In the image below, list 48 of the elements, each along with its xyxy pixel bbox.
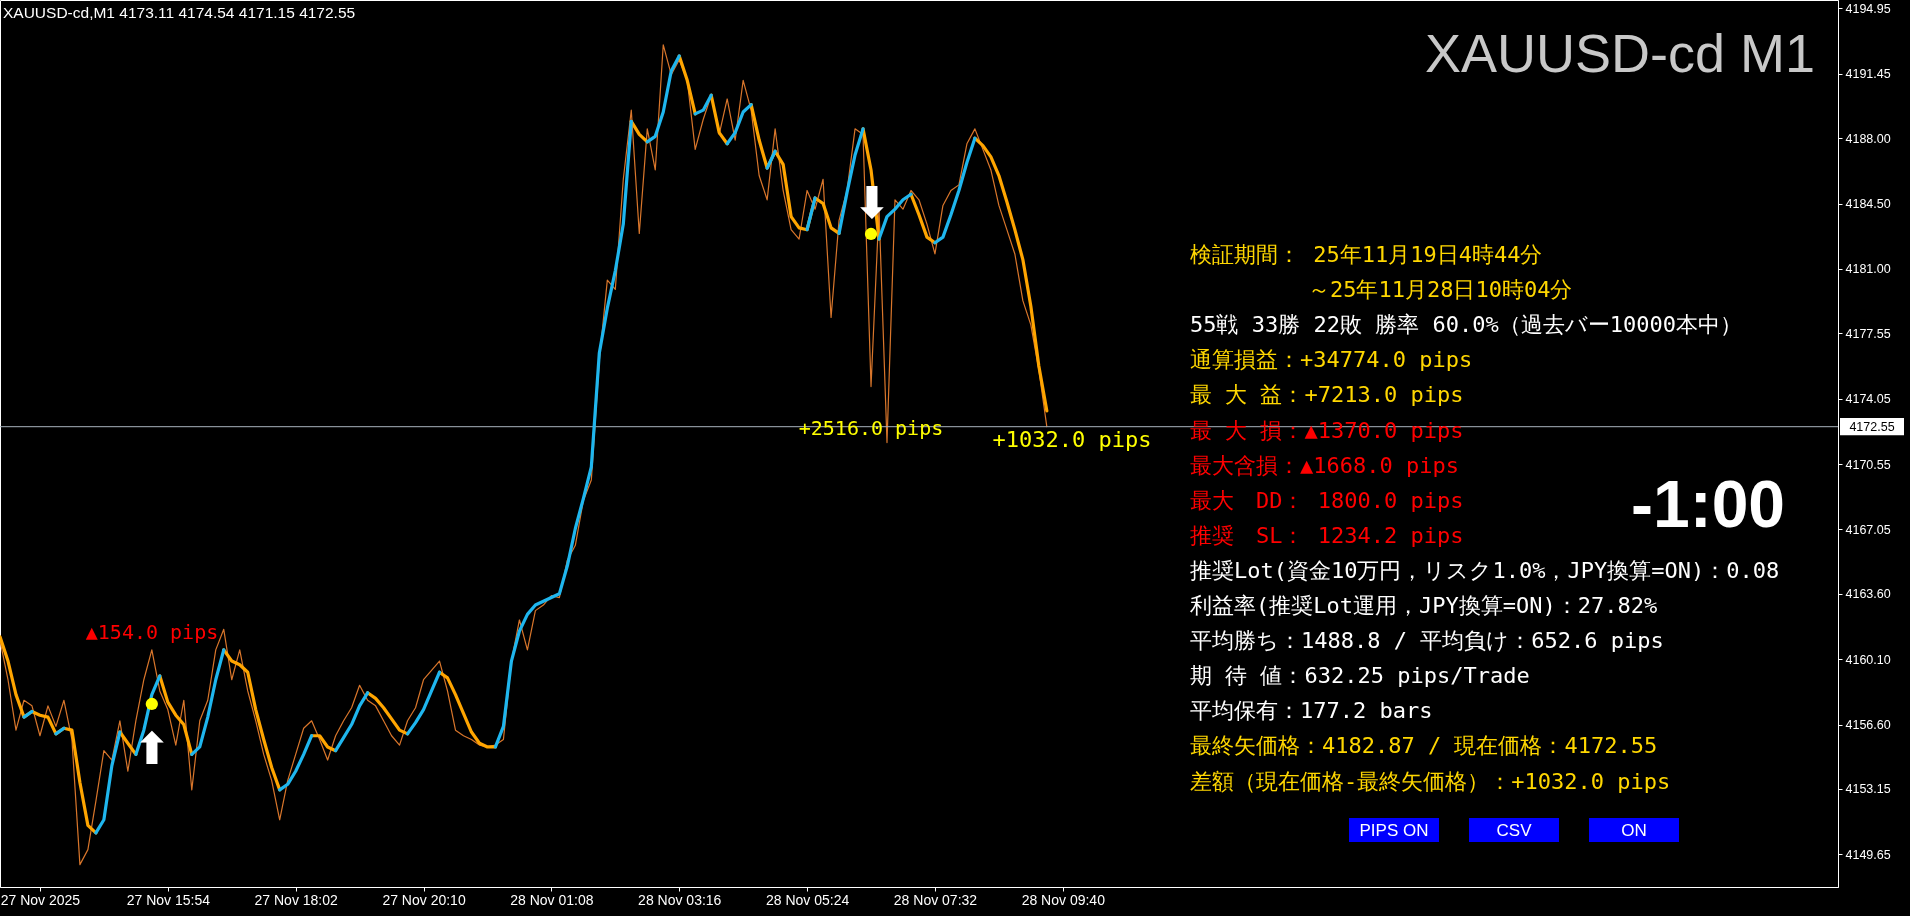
x-tick-label: 28 Nov 05:24 [765, 891, 850, 908]
text: 検証期間： 25年11月19日4時44分 [1190, 242, 1543, 267]
text: -1:00 [1630, 467, 1786, 541]
text: PIPS ON [1359, 820, 1429, 840]
y-tick-label: 4170.55 [1845, 457, 1891, 472]
text: 平均保有：177.2 bars [1190, 698, 1433, 724]
y-tick-label: 4194.95 [1845, 1, 1891, 16]
y-tick-label: 4167.05 [1845, 522, 1891, 537]
text: 最大含損：▲1668.0 pips [1190, 452, 1459, 478]
y-tick-label: 4153.15 [1845, 782, 1891, 797]
text: ON [1621, 820, 1647, 840]
y-tick-label: 4160.10 [1845, 652, 1891, 667]
annotation: +1032.0 pips [992, 427, 1152, 452]
y-tick-label: 4163.60 [1845, 587, 1891, 602]
text: 推奨 SL： 1234.2 pips [1190, 522, 1464, 548]
x-tick-label: 27 Nov 18:02 [254, 891, 339, 908]
text: 期 待 値：632.25 pips/Trade [1190, 663, 1530, 689]
y-tick-label: 4181.00 [1845, 262, 1891, 277]
x-tick-label: 27 Nov 20:10 [382, 891, 466, 908]
y-tick-label: 4174.05 [1845, 392, 1891, 407]
text: 最 大 益：+7213.0 pips [1190, 382, 1464, 408]
x-tick-label: 28 Nov 03:16 [638, 891, 722, 908]
text: CSV [1496, 820, 1533, 840]
annotation: ▲154.0 pips [85, 620, 219, 644]
text: 推奨Lot(資金10万円，リスク1.0%，JPY換算=ON)：0.08 [1190, 557, 1780, 583]
text: XAUUSD-cd M1 [1424, 23, 1815, 83]
annotation: XAUUSD-cd,M1 4173.11 4174.54 4171.15 4172.55 [3, 4, 356, 21]
text: 利益率(推奨Lot運用，JPY換算=ON)：27.82% [1190, 593, 1658, 618]
y-tick-label: 4188.00 [1845, 131, 1891, 146]
y-tick-label: 4191.45 [1845, 67, 1891, 82]
text: 55戦 33勝 22敗 勝率 60.0%（過去バー10000本中） [1190, 312, 1742, 338]
x-tick-label: 27 Nov 2025 [0, 891, 81, 908]
text: 最大 DD： 1800.0 pips [1190, 487, 1464, 513]
text: 差額（現在価格-最終矢価格）：+1032.0 pips [1190, 768, 1671, 794]
annotation: ⬆ [133, 723, 171, 774]
y-tick-label: 4184.50 [1845, 197, 1891, 212]
text: 通算損益：+34774.0 pips [1190, 347, 1473, 373]
x-tick-label: 28 Nov 09:40 [1021, 891, 1106, 908]
x-tick-label: 27 Nov 15:54 [126, 891, 211, 908]
y-tick-label: 4149.65 [1845, 847, 1891, 862]
x-tick-label: 28 Nov 07:32 [893, 891, 978, 908]
text: 最終矢価格：4182.87 / 現在価格：4172.55 [1190, 733, 1658, 759]
text: ～25年11月28日10時04分 [1308, 277, 1573, 303]
text: 平均勝ち：1488.8 / 平均負け：652.6 pips [1190, 628, 1664, 654]
y-tick-label: 4156.60 [1845, 718, 1891, 733]
ref-line-label: 4172.55 [1849, 419, 1895, 434]
x-tick-label: 28 Nov 01:08 [510, 891, 594, 908]
y-tick-label: 4177.55 [1845, 326, 1891, 341]
